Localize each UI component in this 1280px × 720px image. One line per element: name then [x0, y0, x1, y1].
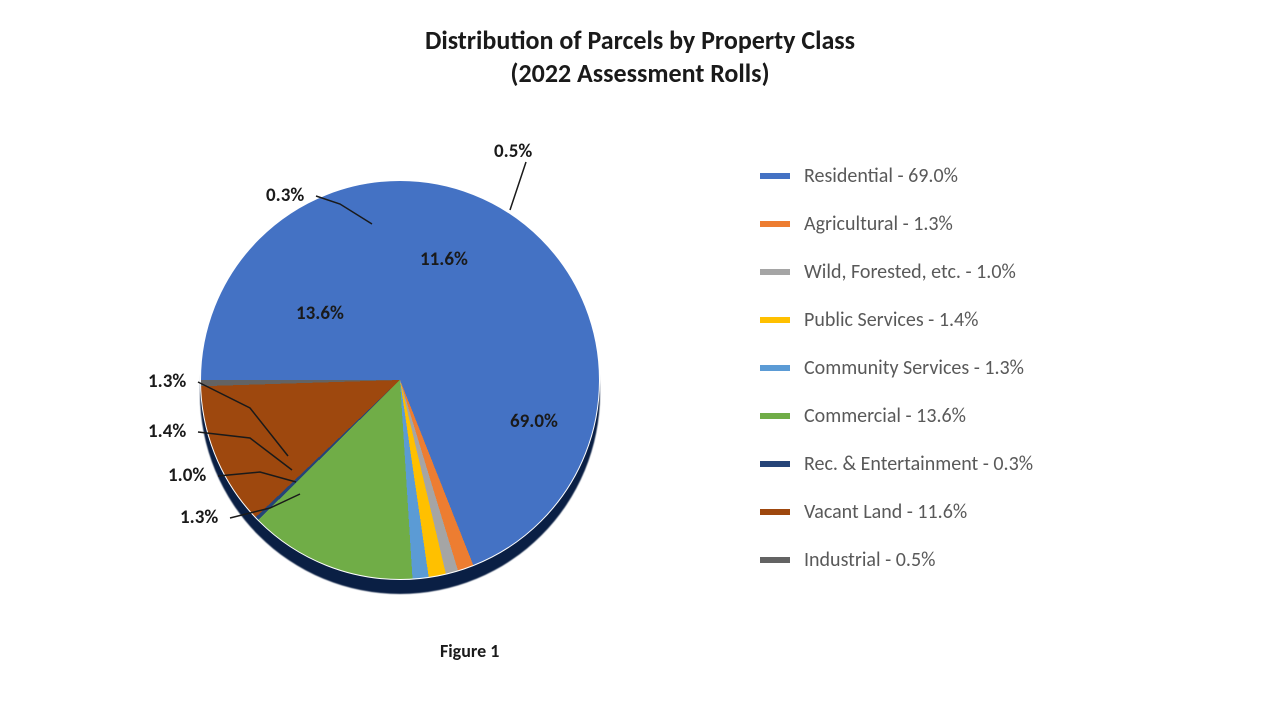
legend-item-residential: Residential - 69.0%	[760, 164, 1200, 188]
data-label-vacant-land: 11.6%	[420, 248, 468, 271]
title-line-2: (2022 Assessment Rolls)	[0, 57, 1280, 90]
pie-slices	[200, 180, 600, 580]
legend-swatch	[760, 413, 790, 419]
legend-item-rec-entertainment: Rec. & Entertainment - 0.3%	[760, 452, 1200, 476]
figure-caption: Figure 1	[440, 640, 499, 662]
data-label-rec-entertainment: 0.3%	[266, 184, 304, 207]
data-label-public-services: 1.4%	[148, 420, 186, 443]
legend-item-wild-forested-etc-: Wild, Forested, etc. - 1.0%	[760, 260, 1200, 284]
legend-label: Residential - 69.0%	[804, 164, 958, 188]
data-label-wild-forested-etc-: 1.0%	[168, 464, 206, 487]
legend-item-industrial: Industrial - 0.5%	[760, 548, 1200, 572]
legend-swatch	[760, 365, 790, 371]
legend-item-vacant-land: Vacant Land - 11.6%	[760, 500, 1200, 524]
data-label-industrial: 0.5%	[494, 140, 532, 163]
legend-label: Vacant Land - 11.6%	[804, 500, 967, 524]
legend-label: Commercial - 13.6%	[804, 404, 966, 428]
legend-item-community-services: Community Services - 1.3%	[760, 356, 1200, 380]
data-label-community-services: 1.3%	[148, 370, 186, 393]
legend-label: Rec. & Entertainment - 0.3%	[804, 452, 1033, 476]
legend-swatch	[760, 557, 790, 563]
chart-title: Distribution of Parcels by Property Clas…	[0, 24, 1280, 89]
legend-label: Industrial - 0.5%	[804, 548, 935, 572]
legend-swatch	[760, 509, 790, 515]
legend: Residential - 69.0% Agricultural - 1.3% Wi…	[760, 164, 1200, 596]
legend-swatch	[760, 269, 790, 275]
legend-swatch	[760, 221, 790, 227]
legend-label: Wild, Forested, etc. - 1.0%	[804, 260, 1016, 284]
legend-swatch	[760, 317, 790, 323]
legend-swatch	[760, 461, 790, 467]
data-label-agricultural: 1.3%	[180, 506, 218, 529]
title-line-1: Distribution of Parcels by Property Clas…	[0, 24, 1280, 57]
legend-item-commercial: Commercial - 13.6%	[760, 404, 1200, 428]
pie-chart: 69.0% 1.3% 1.0% 1.4% 1.3% 13.6% 0.3% 11.6% 0.5%	[120, 130, 680, 650]
legend-label: Community Services - 1.3%	[804, 356, 1024, 380]
data-label-residential: 69.0%	[510, 410, 558, 433]
legend-label: Agricultural - 1.3%	[804, 212, 953, 236]
legend-label: Public Services - 1.4%	[804, 308, 978, 332]
legend-item-public-services: Public Services - 1.4%	[760, 308, 1200, 332]
data-label-commercial: 13.6%	[296, 302, 344, 325]
legend-item-agricultural: Agricultural - 1.3%	[760, 212, 1200, 236]
legend-swatch	[760, 173, 790, 179]
